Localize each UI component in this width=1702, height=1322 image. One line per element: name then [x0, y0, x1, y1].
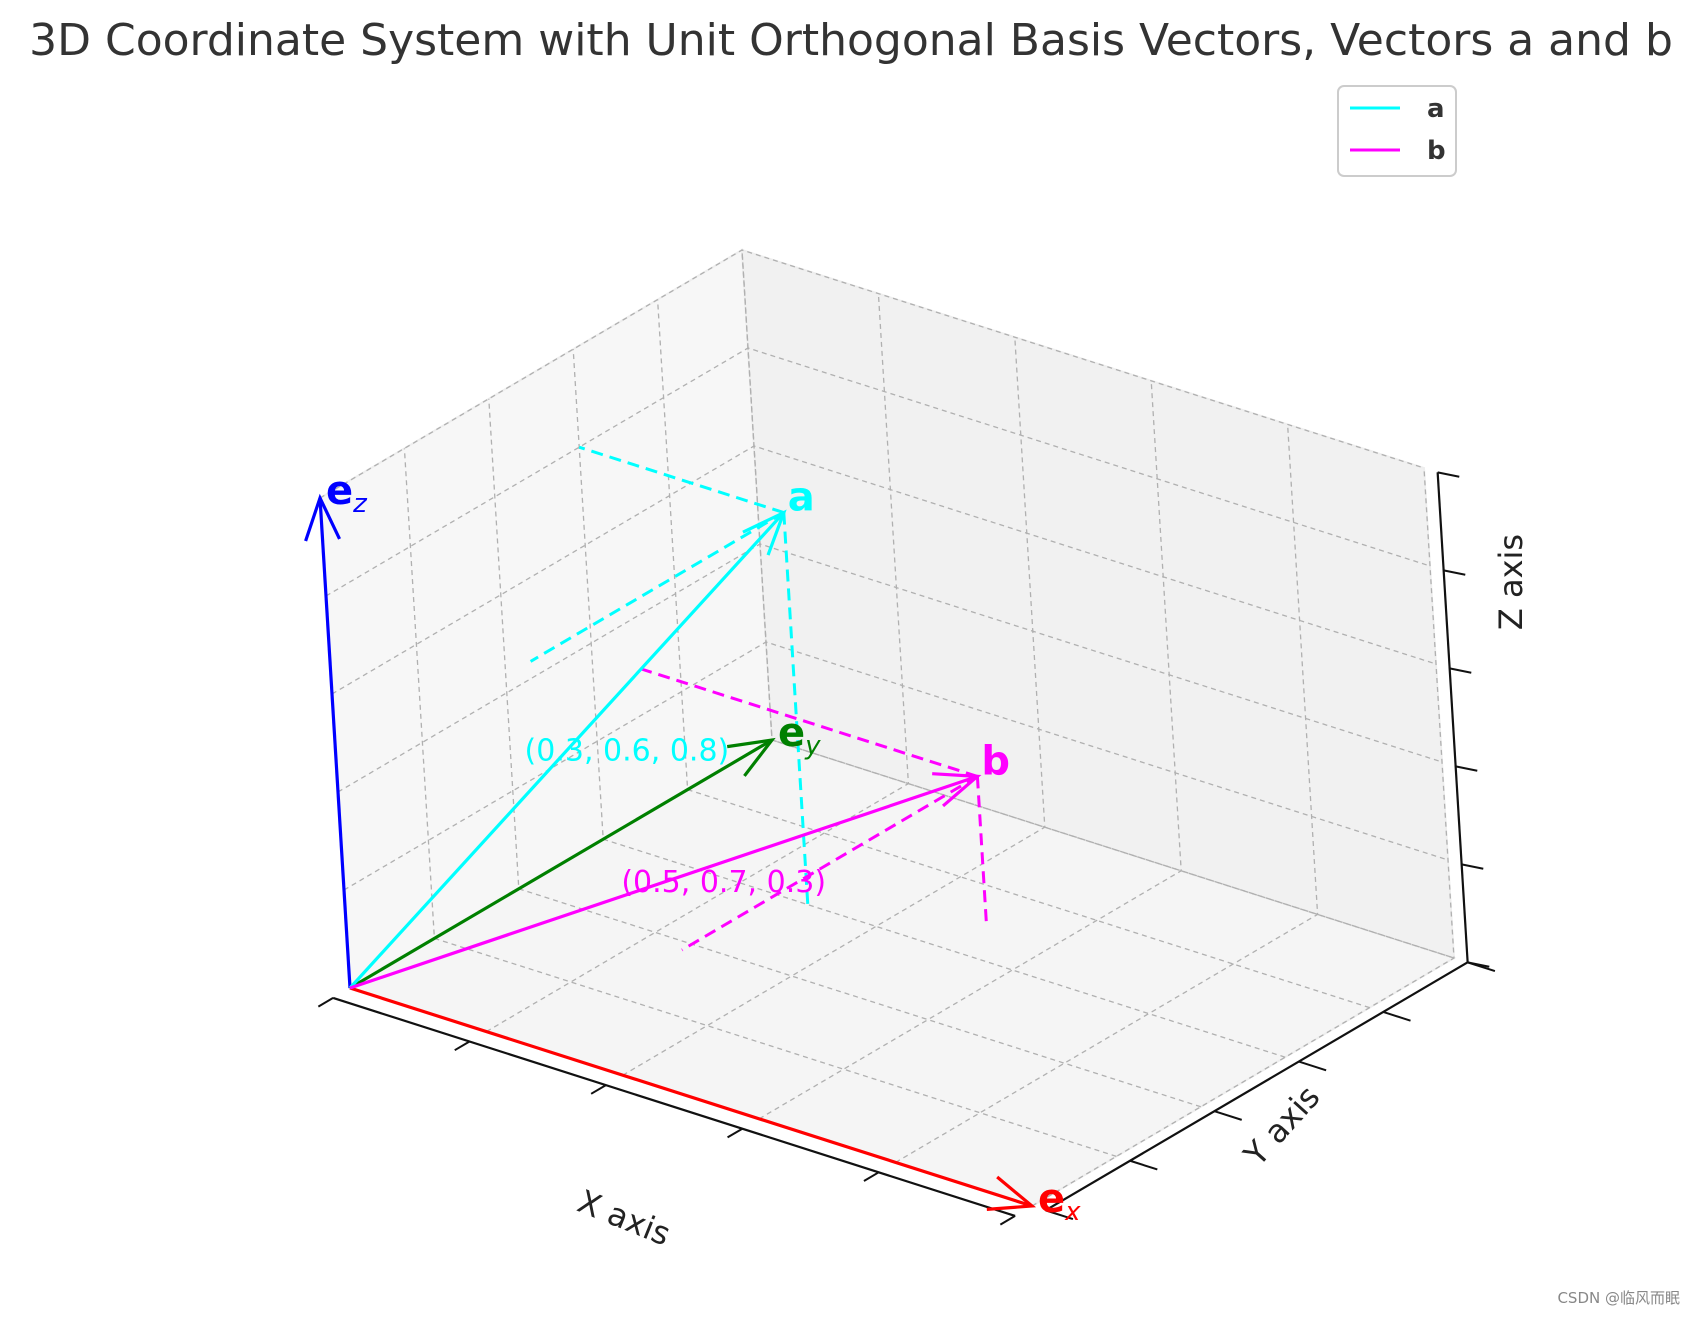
vector-a-x-guide: [578, 445, 785, 515]
tick-marks: [317, 471, 1496, 1226]
basis-ex-subscript: x: [1064, 1197, 1081, 1227]
x-axis-label: X axis: [572, 1182, 675, 1253]
vector-b-arrow-head: [932, 772, 982, 808]
z-tick-1: [1461, 863, 1484, 870]
vector-b-x-guide: [635, 665, 978, 778]
basis-ez-arrow-head: [304, 493, 341, 542]
basis-ez-arrow-shaft: [318, 497, 352, 989]
vector-a-label: a: [788, 475, 815, 521]
vector-a-z-guide: [782, 512, 810, 905]
gridline-x-4: [895, 424, 1319, 1163]
y-tick-3: [1298, 1060, 1327, 1072]
x-axis-line: [332, 996, 1016, 1217]
basis-ey-arrow-head: [726, 737, 776, 777]
gridline-z-5: [319, 249, 1425, 499]
z-axis-label: Z axis: [1492, 534, 1530, 630]
gridline-x-2: [622, 337, 1046, 1076]
projection-guides: [529, 445, 988, 952]
watermark: CSDN @临风而眠: [1557, 1289, 1680, 1307]
y-tick-2: [1214, 1110, 1243, 1121]
basis-ex-arrow-shaft: [349, 986, 1033, 1208]
vector-b-arrow-shaft: [349, 774, 978, 990]
legend-label-a: a: [1427, 94, 1445, 124]
y-tick-4: [1382, 1011, 1411, 1022]
x-tick-1: [454, 1040, 471, 1052]
z-tick-4: [1443, 569, 1466, 576]
x-tick-2: [590, 1084, 607, 1095]
basis-ex-label: ex: [1038, 1176, 1081, 1227]
y-tick-1: [1129, 1159, 1158, 1171]
basis-ez-label: ez: [326, 468, 368, 519]
vector-arrows: [304, 493, 1037, 1212]
x-tick-4: [863, 1171, 880, 1182]
basis-ex-arrow-head: [986, 1175, 1037, 1212]
basis-ez-subscript: z: [352, 489, 368, 519]
z-tick-3: [1449, 667, 1472, 674]
vector-a-arrow-shaft: [348, 511, 785, 990]
z-tick-0: [1467, 961, 1490, 968]
x-tick-0: [317, 997, 334, 1008]
y-tick-0: [1045, 1209, 1074, 1221]
basis-ey-letter: e: [778, 710, 805, 756]
axis-lines: [332, 472, 1469, 1217]
basis-ez-letter: e: [326, 468, 353, 514]
vector-a-y-guide: [529, 511, 785, 663]
y-axis-line: [1045, 961, 1469, 1212]
y-axis-label: Y axis: [1236, 1078, 1328, 1174]
basis-ex-letter: e: [1038, 1176, 1065, 1222]
z-tick-2: [1455, 765, 1478, 772]
axes-panes: [318, 248, 1457, 1208]
legend: a b: [1337, 85, 1457, 177]
legend-label-b: b: [1427, 136, 1446, 166]
x-tick-5: [999, 1215, 1016, 1226]
x-tick-3: [727, 1127, 743, 1139]
vector-a-arrow-head: [742, 509, 787, 556]
chart-title: 3D Coordinate System with Unit Orthogona…: [29, 15, 1673, 66]
vector-b-coordinates: (0.5, 0.7, 0.3): [621, 865, 826, 900]
z-axis-line: [1436, 472, 1469, 963]
basis-ey-arrow-shaft: [349, 738, 773, 990]
basis-ey-subscript: y: [804, 731, 821, 761]
vector-b-z-guide: [975, 776, 988, 924]
basis-ey-label: ey: [778, 710, 821, 761]
gridline-x-1: [486, 293, 910, 1033]
z-tick-5: [1437, 471, 1460, 478]
vector-a-coordinates: (0.3, 0.6, 0.8): [525, 733, 730, 768]
vector-b-y-guide: [681, 775, 979, 952]
gridline-x-3: [758, 380, 1182, 1120]
vector-b-label: b: [981, 738, 1010, 784]
